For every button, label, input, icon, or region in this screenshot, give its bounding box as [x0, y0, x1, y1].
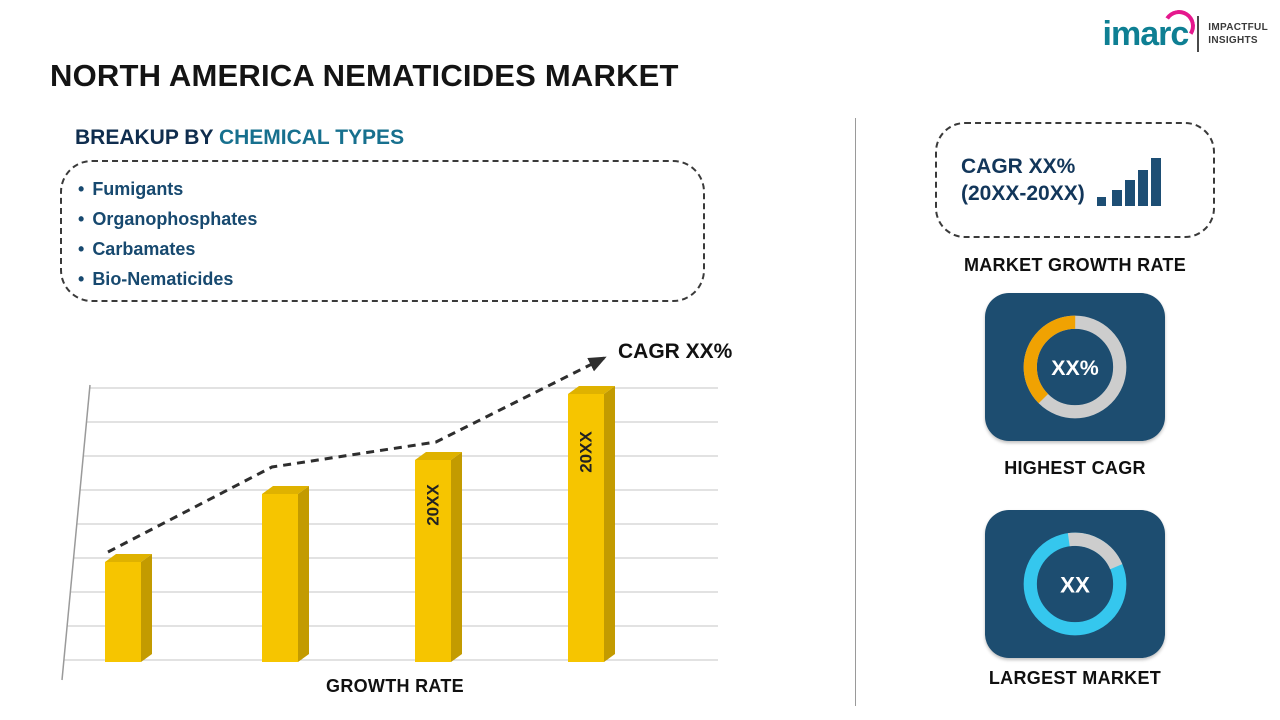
logo-tagline-line2: INSIGHTS [1208, 35, 1258, 46]
market-growth-rate-box: CAGR XX% (20XX-20XX) [935, 122, 1215, 238]
bar-4-year-label: 20XX [577, 431, 596, 473]
bullet-icon: • [78, 209, 85, 229]
bullet-icon: • [78, 269, 85, 289]
chart-left-axis [61, 384, 91, 681]
logo-tagline-line1: IMPACTFUL [1208, 22, 1268, 33]
bar-3-year-label: 20XX [424, 484, 443, 526]
growth-box-cagr: CAGR XX% [961, 154, 1076, 178]
breakup-heading-highlight: CHEMICAL TYPES [218, 126, 405, 149]
growth-box-text: CAGR XX% (20XX-20XX) [961, 155, 1085, 205]
market-growth-rate-caption: MARKET GROWTH RATE [963, 255, 1187, 275]
largest-market-value: XX [1060, 573, 1090, 598]
largest-market-tile: XX [985, 510, 1165, 658]
bar-2 [262, 486, 309, 662]
imarc-logo: imarc IMPACTFUL INSIGHTS [1102, 7, 1268, 53]
imarc-logo-text: imarc [1102, 15, 1190, 53]
bullet-icon: • [78, 179, 85, 199]
logo-tagline: IMPACTFUL INSIGHTS [1208, 21, 1268, 47]
page-title: NORTH AMERICA NEMATICIDES MARKET [50, 58, 679, 93]
largest-market-donut-chart: XX [1023, 532, 1127, 636]
logo-divider [1197, 16, 1200, 52]
list-item-label: Organophosphates [92, 209, 258, 229]
largest-market-caption: LARGEST MARKET [988, 668, 1162, 688]
list-item-fumigants: • Fumigants [78, 174, 703, 204]
x-axis-label: GROWTH RATE [326, 676, 464, 696]
bar-chart-icon [1096, 158, 1161, 206]
bar-1 [105, 554, 152, 662]
breakup-heading-prefix: BREAKUP BY [75, 126, 219, 149]
imarc-logo-wordmark: imarc [1102, 7, 1199, 53]
chemical-types-box: • Fumigants • Organophosphates • Carbamates… [60, 160, 705, 302]
list-item-label: Carbamates [92, 239, 196, 259]
breakup-heading: BREAKUP BY CHEMICAL TYPES [75, 126, 404, 150]
growth-rate-bar-chart: 20XX 20XX [61, 356, 718, 681]
highest-cagr-donut-chart: XX% [1023, 315, 1127, 419]
list-item-organophosphates: • Organophosphates [78, 204, 703, 234]
bar-3: 20XX [415, 452, 462, 662]
list-item-bio-nematicides: • Bio-Nematicides [78, 264, 703, 294]
bullet-icon: • [78, 239, 85, 259]
list-item-label: Fumigants [92, 179, 184, 199]
list-item-carbamates: • Carbamates [78, 234, 703, 264]
highest-cagr-value: XX% [1051, 356, 1098, 380]
highest-cagr-tile: XX% [985, 293, 1165, 441]
highest-cagr-caption: HIGHEST CAGR [1004, 458, 1146, 478]
trend-arrow [107, 356, 607, 554]
growth-box-period: (20XX-20XX) [961, 182, 1085, 205]
trend-cagr-label: CAGR XX% [618, 340, 733, 363]
list-item-label: Bio-Nematicides [92, 269, 234, 289]
bar-4: 20XX [568, 386, 615, 662]
section-divider [855, 118, 856, 706]
